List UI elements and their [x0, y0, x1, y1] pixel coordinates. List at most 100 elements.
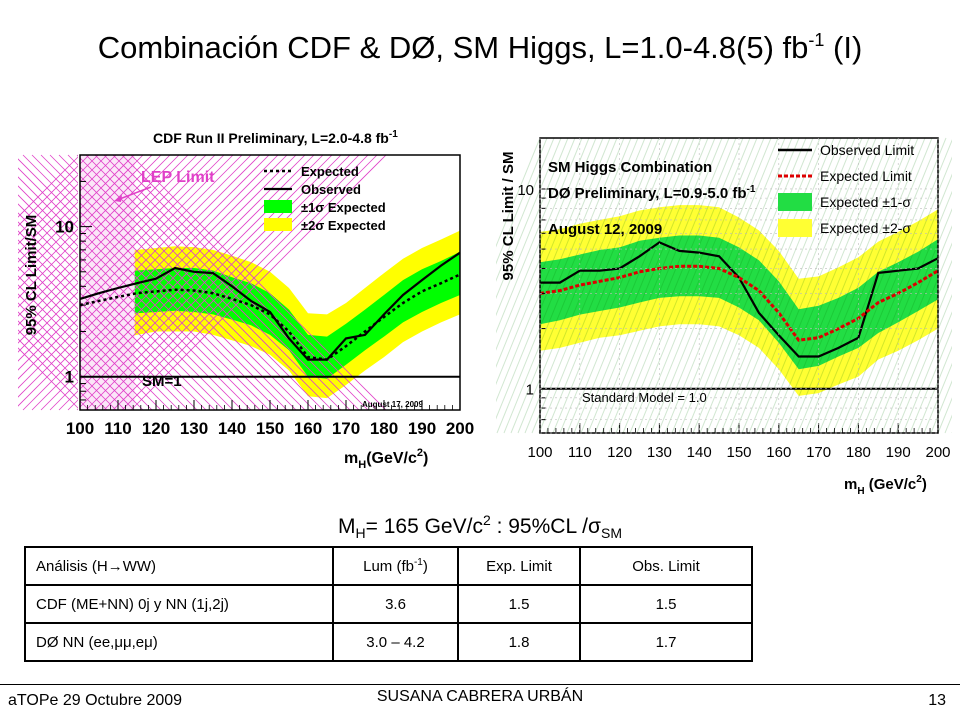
cdf-lep-hatch-line	[18, 239, 189, 411]
cdf-lep-hatch-line	[18, 302, 126, 411]
d0-legend-2sigma-swatch	[778, 219, 812, 237]
cdf-lep-hatch-line	[58, 154, 315, 411]
header-exp: Exp. Limit	[457, 546, 581, 586]
cdf-legend-label: ±2σ Expected	[301, 218, 386, 233]
cdf-x-tick-label: 170	[332, 419, 360, 438]
slide-title: Combinación CDF & DØ, SM Higgs, L=1.0-4.…	[0, 30, 960, 66]
cdf-lep-hatch-line	[112, 154, 369, 411]
limits-table: Análisis (H→WW) Lum (fb-1) Exp. Limit Ob…	[24, 546, 753, 662]
d0-y-tick-label: 10	[517, 182, 534, 199]
footer-page-number: 13	[928, 692, 946, 709]
cdf-ylabel: 95% CL Limit/SM	[23, 215, 40, 336]
arrow-icon: →	[107, 557, 123, 575]
cdf-x-tick-label: 140	[218, 419, 246, 438]
cdf-x-tick-label: 110	[104, 419, 131, 438]
slide-title-sup: -1	[808, 30, 825, 50]
d0-x-tick-label: 140	[687, 444, 712, 461]
cdf-legend-1sigma-swatch	[264, 200, 292, 213]
cdf-legend-label: ±1σ Expected	[301, 200, 386, 215]
cdf-lep-hatch-line	[94, 154, 351, 411]
header-lum: Lum (fb-1)	[332, 546, 459, 586]
d0-date: August 12, 2009	[548, 221, 662, 238]
cdf-lep-hatch-line	[18, 154, 90, 227]
d0-y-tick-label: 1	[526, 382, 534, 399]
cdf-x-tick-label: 180	[370, 419, 398, 438]
d0-x-tick-label: 150	[726, 444, 751, 461]
table-row: DØ NN (ee,μμ,eμ) 3.0 – 4.2 1.8 1.7	[24, 622, 753, 662]
d0-x-tick-label: 160	[766, 444, 791, 461]
cdf-x-tick-label: 120	[142, 419, 170, 438]
cdf-lep-hatch-line	[18, 275, 153, 411]
cdf-lep-hatch-line	[18, 154, 117, 254]
footer-event: aTOPe 29 Octubre 2009	[8, 692, 183, 709]
d0-xlabel: mH (GeV/c2)	[844, 474, 927, 497]
cdf-lep-hatch-line	[18, 212, 216, 411]
footer-divider	[0, 684, 960, 685]
cdf-x-tick-label: 100	[66, 419, 94, 438]
d0-x-tick-label: 130	[647, 444, 672, 461]
row-analysis: DØ NN (ee,μμ,eμ)	[24, 622, 334, 662]
cdf-lep-hatch-line	[18, 320, 108, 411]
cdf-lep-hatch-line	[121, 154, 378, 411]
d0-chart-subtitle: DØ Preliminary, L=0.9-5.0 fb-1	[548, 184, 756, 202]
d0-legend-1sigma-swatch	[778, 193, 812, 211]
d0-legend-label: Expected Limit	[820, 168, 912, 184]
cdf-lep-hatch-line	[67, 154, 324, 411]
d0-chart-title: SM Higgs Combination	[548, 159, 712, 176]
cdf-lep-arrow	[116, 186, 152, 201]
cdf-lep-hatch-line	[130, 154, 387, 411]
table-row: CDF (ME+NN) 0j y NN (1j,2j) 3.6 1.5 1.5	[24, 584, 753, 624]
row-exp: 1.5	[457, 584, 581, 624]
cdf-date: August 17, 2009	[362, 400, 423, 409]
header-analysis: Análisis (H→WW)	[24, 546, 334, 586]
cdf-legend: Expected Observed ±1σ Expected ±2σ Expected	[264, 164, 386, 233]
slide-title-tail: (I)	[824, 30, 863, 65]
cdf-lep-hatch-line	[18, 311, 117, 411]
cdf-lep-hatch-line	[18, 176, 252, 411]
cdf-x-tick-label: 200	[446, 419, 474, 438]
cdf-lep-hatch-line	[40, 154, 297, 411]
d0-legend: Observed Limit Expected Limit Expected ±1-…	[778, 142, 914, 237]
cdf-lep-annotation: LEP Limit	[141, 169, 215, 186]
row-exp: 1.8	[457, 622, 581, 662]
cdf-lep-hatch-line	[18, 284, 144, 411]
cdf-xlabel: mH(GeV/c2)	[344, 447, 428, 471]
d0-x-tick-label: 200	[925, 444, 950, 461]
cdf-lep-hatch-line	[22, 154, 279, 411]
cdf-lep-hatch-line	[18, 154, 144, 281]
cdf-lep-hatch-line	[18, 329, 99, 411]
cdf-lep-hatch-line	[18, 154, 81, 218]
cdf-legend-label: Expected	[301, 164, 359, 179]
d0-x-tick-label: 180	[846, 444, 871, 461]
cdf-lep-hatch-line	[18, 248, 180, 411]
row-analysis: CDF (ME+NN) 0j y NN (1j,2j)	[24, 584, 334, 624]
cdf-y-tick-label: 10	[55, 218, 74, 237]
d0-legend-label: Expected ±1-σ	[820, 194, 911, 210]
cdf-lep-hatch-line	[31, 154, 288, 411]
cdf-chart-title: CDF Run II Preliminary, L=2.0-4.8 fb-1	[153, 129, 398, 146]
cdf-lep-hatch-line	[18, 293, 135, 411]
d0-x-tick-label: 170	[806, 444, 831, 461]
cdf-legend-2sigma-swatch	[264, 218, 292, 231]
cdf-x-tick-label: 130	[180, 419, 208, 438]
cdf-lep-hatch-line	[18, 154, 108, 245]
table-header-row: Análisis (H→WW) Lum (fb-1) Exp. Limit Ob…	[24, 546, 753, 586]
d0-legend-label: Observed Limit	[820, 142, 914, 158]
d0-x-tick-label: 110	[568, 444, 592, 461]
cdf-lep-hatch-line	[18, 194, 234, 411]
row-lum: 3.6	[332, 584, 459, 624]
cdf-lep-hatch-line	[103, 154, 360, 411]
mass-caption: MH= 165 GeV/c2 : 95%CL /σSM	[338, 512, 622, 542]
d0-x-tick-label: 190	[886, 444, 911, 461]
cdf-legend-label: Observed	[301, 182, 361, 197]
cdf-x-tick-label: 150	[256, 419, 284, 438]
row-obs: 1.5	[579, 584, 753, 624]
cdf-lep-arrowhead	[114, 195, 122, 202]
d0-legend-label: Expected ±2-σ	[820, 220, 911, 236]
cdf-lep-hatch-line	[18, 185, 243, 411]
d0-band-1sigma	[540, 235, 938, 370]
d0-observed-line	[540, 241, 939, 358]
d0-sm-label: Standard Model = 1.0	[582, 390, 707, 405]
